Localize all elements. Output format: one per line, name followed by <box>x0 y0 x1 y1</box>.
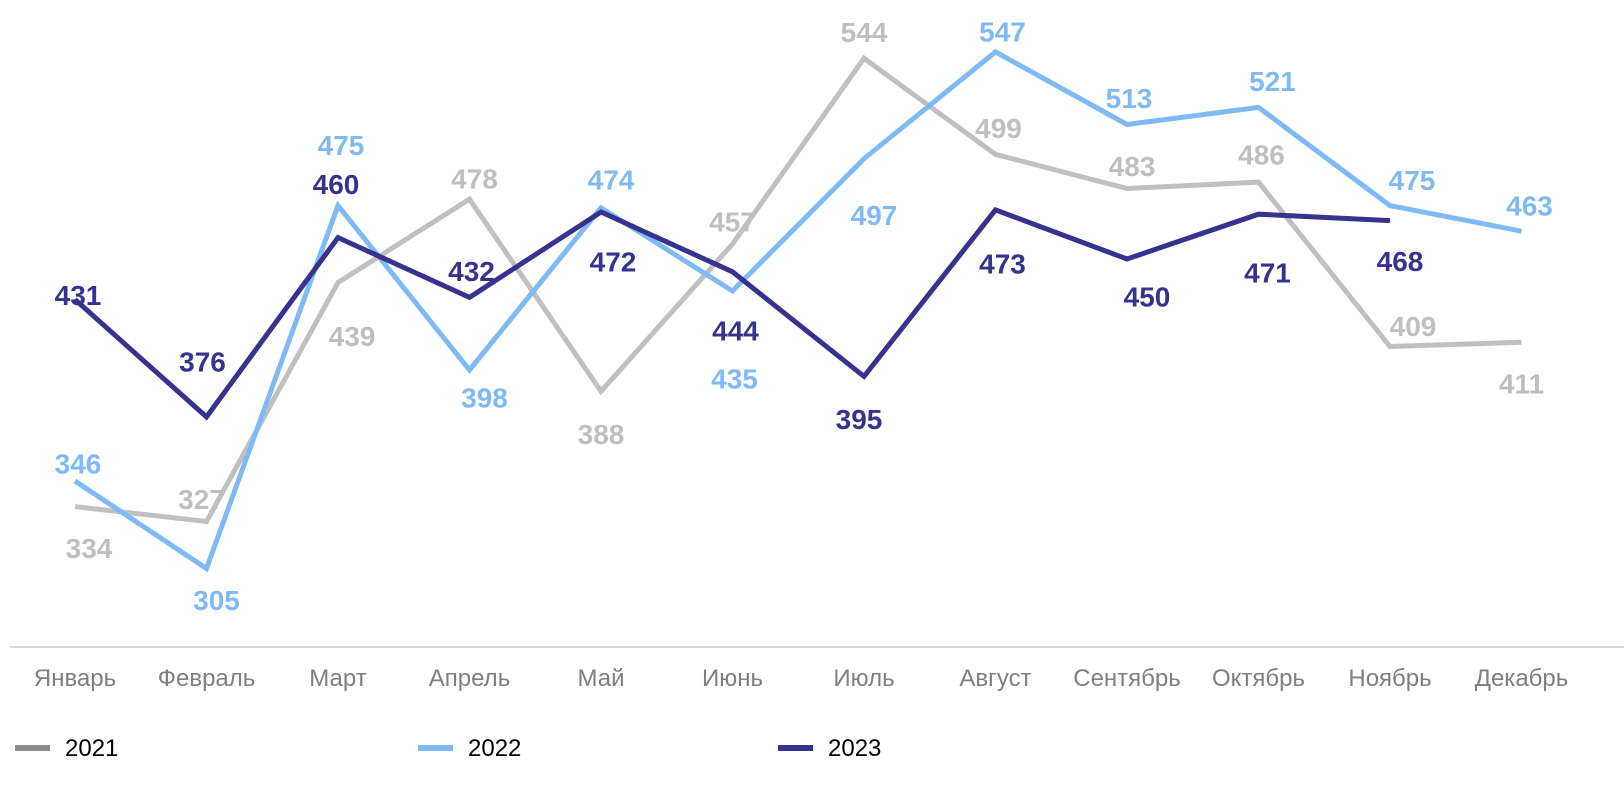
data-label-2023-4: 432 <box>448 256 495 287</box>
x-tick-label-1: Январь <box>34 665 116 692</box>
x-axis-ticks: Январь Февраль Март Апрель Май Июнь Июль Август… <box>34 665 1568 692</box>
data-label-2022-6: 435 <box>711 364 758 395</box>
x-tick-label-10: Октябрь <box>1212 665 1305 692</box>
data-label-2021-2: 327 <box>178 484 225 515</box>
x-tick-label-11: Ноябрь <box>1348 665 1431 692</box>
data-label-2021-8: 499 <box>975 113 1022 144</box>
data-label-2022-3: 475 <box>318 130 365 161</box>
data-label-2021-4: 478 <box>451 164 498 195</box>
data-label-2021-11: 409 <box>1390 311 1437 342</box>
data-label-2022-4: 398 <box>461 383 508 414</box>
data-label-2023-9: 450 <box>1124 282 1171 313</box>
data-label-2022-5: 474 <box>588 164 635 195</box>
x-tick-label-8: Август <box>959 665 1031 692</box>
data-label-2023-6: 444 <box>712 315 759 346</box>
data-label-2021-10: 486 <box>1238 140 1285 171</box>
data-label-2022-9: 513 <box>1106 83 1153 114</box>
data-label-2023-3: 460 <box>313 169 360 200</box>
data-label-2021-5: 388 <box>578 419 625 450</box>
data-label-2023-8: 473 <box>979 248 1026 279</box>
data-label-2023-1: 431 <box>55 280 102 311</box>
data-label-2021-7: 544 <box>841 17 888 48</box>
data-label-2023-5: 472 <box>590 247 637 278</box>
x-tick-label-12: Декабрь <box>1475 665 1569 692</box>
series-line-2023 <box>73 206 1391 421</box>
x-tick-label-9: Сентябрь <box>1073 665 1181 692</box>
data-label-2021-12: 411 <box>1499 369 1544 400</box>
x-tick-label-7: Июль <box>833 665 894 692</box>
data-label-2022-2: 305 <box>193 585 240 616</box>
legend: 2021 2022 2023 <box>15 735 881 762</box>
legend-label-2023: 2023 <box>828 735 881 762</box>
x-tick-label-6: Июнь <box>702 665 763 692</box>
data-label-2022-1: 346 <box>55 449 102 480</box>
data-label-2022-11: 475 <box>1389 165 1436 196</box>
data-labels: 334 327 439 478 388 457 544 499 483 486 409 411 346 3… <box>55 16 1553 616</box>
data-label-2022-10: 521 <box>1249 66 1296 97</box>
data-label-2021-6: 457 <box>709 207 756 238</box>
data-label-2022-7: 497 <box>851 200 898 231</box>
series-line-2021 <box>74 54 1522 525</box>
data-label-2023-2: 376 <box>179 346 226 377</box>
data-label-2022-8: 547 <box>979 16 1026 47</box>
data-label-2023-7: 395 <box>836 404 883 435</box>
data-label-2022-12: 463 <box>1506 191 1553 222</box>
x-tick-label-3: Март <box>309 665 366 692</box>
data-label-2023-11: 468 <box>1377 246 1424 277</box>
data-label-2023-10: 471 <box>1244 258 1291 289</box>
data-label-2021-9: 483 <box>1109 151 1156 182</box>
legend-label-2022: 2022 <box>468 735 521 762</box>
series-line-2022 <box>73 48 1522 573</box>
data-label-2021-3: 439 <box>329 321 376 352</box>
series-lines <box>73 48 1522 573</box>
legend-label-2021: 2021 <box>65 735 118 762</box>
x-tick-label-2: Февраль <box>158 665 256 692</box>
data-label-2021-1: 334 <box>66 533 113 564</box>
x-tick-label-4: Апрель <box>429 665 510 692</box>
x-tick-label-5: Май <box>577 665 624 692</box>
